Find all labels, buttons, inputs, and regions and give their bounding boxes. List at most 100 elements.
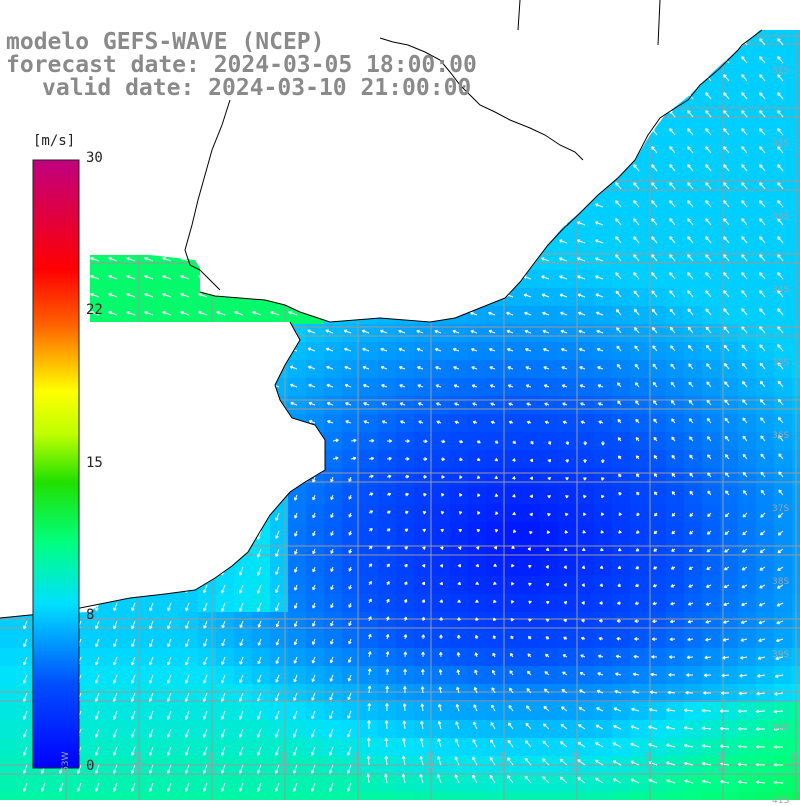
wind-speed-cell xyxy=(594,576,613,595)
wind-speed-cell xyxy=(684,216,703,235)
wind-arrow xyxy=(399,384,406,388)
wind-speed-cell xyxy=(486,594,505,613)
wind-arrow xyxy=(524,740,532,748)
wind-arrow xyxy=(437,721,442,730)
wind-arrow xyxy=(705,344,712,352)
wind-speed-cell xyxy=(450,324,469,343)
wind-speed-cell xyxy=(126,684,145,703)
wind-speed-cell xyxy=(450,684,469,703)
wind-arrow xyxy=(615,200,622,208)
wind-speed-cell xyxy=(126,792,145,800)
wind-arrow xyxy=(720,691,730,696)
wind-speed-cell xyxy=(108,792,127,800)
wind-arrow xyxy=(705,308,712,316)
wind-arrow xyxy=(439,634,443,639)
wind-speed-cell xyxy=(666,288,685,307)
wind-speed-cell xyxy=(666,450,685,469)
wind-arrow xyxy=(719,709,730,713)
wind-arrow xyxy=(294,566,298,573)
wind-speed-cell xyxy=(504,396,523,415)
wind-speed-cell xyxy=(720,504,739,523)
wind-arrow xyxy=(492,617,497,622)
wind-speed-cell xyxy=(414,558,433,577)
wind-arrow xyxy=(404,510,409,515)
wind-speed-cell xyxy=(774,450,793,469)
wind-arrow xyxy=(612,742,622,748)
wind-speed-cell xyxy=(648,612,667,631)
wind-speed-cell xyxy=(612,738,631,757)
wind-speed-cell xyxy=(486,324,505,343)
wind-arrow xyxy=(666,761,676,766)
wind-speed-cell xyxy=(342,774,361,793)
wind-speed-cell xyxy=(450,666,469,685)
wind-arrow xyxy=(545,547,550,551)
wind-speed-cell xyxy=(720,270,739,289)
wind-speed-cell xyxy=(90,666,109,685)
wind-arrow xyxy=(671,512,676,517)
wind-arrow xyxy=(458,511,463,515)
wind-speed-cell xyxy=(522,270,541,289)
wind-arrow xyxy=(723,363,730,370)
wind-speed-cell xyxy=(558,576,577,595)
wind-arrow xyxy=(756,674,766,678)
wind-speed-cell xyxy=(630,594,649,613)
wind-speed-cell xyxy=(540,324,559,343)
wind-arrow xyxy=(293,638,298,646)
wind-speed-cell xyxy=(612,720,631,739)
wind-arrow xyxy=(648,725,658,730)
wind-speed-cell xyxy=(684,288,703,307)
wind-speed-cell xyxy=(90,684,109,703)
wind-arrow xyxy=(670,601,676,606)
wind-speed-cell xyxy=(144,720,163,739)
wind-arrow xyxy=(760,417,766,424)
wind-speed-cell xyxy=(648,198,667,217)
wind-speed-cell xyxy=(90,774,109,793)
wind-arrow xyxy=(441,475,445,479)
wind-arrow xyxy=(238,692,244,702)
wind-speed-cell xyxy=(594,630,613,649)
wind-arrow xyxy=(511,563,515,568)
wind-arrow xyxy=(148,764,154,774)
wind-arrow xyxy=(741,344,748,352)
wind-speed-cell xyxy=(162,774,181,793)
wind-speed-cell xyxy=(396,468,415,487)
wind-speed-cell xyxy=(414,468,433,487)
wind-arrow xyxy=(290,383,298,388)
wind-speed-cell xyxy=(594,702,613,721)
wind-speed-cell xyxy=(396,792,415,800)
wind-speed-cell xyxy=(108,630,127,649)
wind-arrow xyxy=(506,311,514,316)
wind-speed-cell xyxy=(756,720,775,739)
wind-speed-cell xyxy=(0,648,19,667)
wind-speed-cell xyxy=(558,342,577,361)
wind-arrow xyxy=(583,459,587,463)
wind-speed-cell xyxy=(720,234,739,253)
wind-arrow xyxy=(669,146,676,154)
wind-arrow xyxy=(184,782,190,792)
wind-speed-cell xyxy=(90,720,109,739)
wind-arrow xyxy=(759,308,766,316)
wind-speed-cell xyxy=(108,612,127,631)
wind-arrow xyxy=(440,546,444,550)
wind-arrow xyxy=(330,548,334,554)
wind-speed-cell xyxy=(144,702,163,721)
wind-speed-cell xyxy=(594,252,613,271)
wind-arrow xyxy=(541,293,550,298)
wind-speed-cell xyxy=(342,792,361,800)
wind-speed-cell xyxy=(648,720,667,739)
wind-speed-cell xyxy=(630,252,649,271)
wind-speed-cell xyxy=(756,774,775,793)
wind-speed-cell xyxy=(450,504,469,523)
wind-arrow xyxy=(198,311,208,316)
wind-speed-cell xyxy=(630,558,649,577)
wind-speed-cell xyxy=(576,414,595,433)
colorbar-tick-30: 30 xyxy=(86,150,103,166)
latitude-label: 37S xyxy=(772,504,790,514)
wind-speed-cell xyxy=(774,792,793,800)
wind-arrow xyxy=(422,528,427,533)
wind-speed-cell xyxy=(324,414,343,433)
wind-arrow xyxy=(723,272,730,280)
wind-speed-cell xyxy=(702,684,721,703)
wind-speed-cell xyxy=(522,702,541,721)
wind-speed-cell xyxy=(468,576,487,595)
